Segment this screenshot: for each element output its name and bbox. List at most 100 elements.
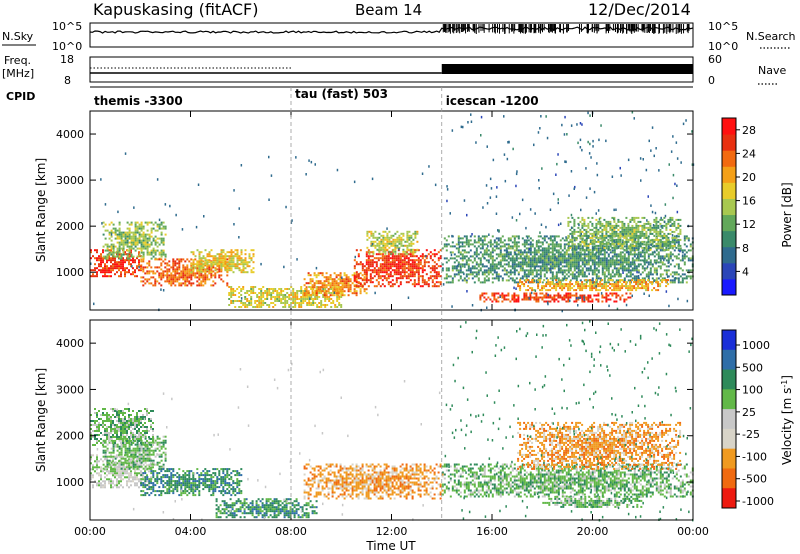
echo-cell [585, 279, 588, 282]
echo-cell [533, 247, 536, 250]
echo-cell [599, 240, 602, 243]
echo-cell [477, 253, 480, 256]
echo-cell [284, 294, 287, 296]
echo-cell [485, 292, 488, 295]
echo-cell [519, 255, 522, 258]
echo-cell [453, 265, 456, 268]
echo-cell [563, 251, 566, 254]
echo-cell [519, 279, 522, 282]
echo-cell [553, 294, 556, 297]
echo-cell [429, 255, 432, 258]
echo-cell [369, 277, 372, 280]
echo-cell [156, 258, 159, 261]
echo-cell [451, 277, 454, 280]
echo-cell [639, 263, 642, 266]
echo-cell [146, 253, 149, 256]
echo-cell [140, 227, 143, 230]
echo-cell [667, 247, 670, 250]
echo-cell [382, 250, 385, 253]
echo-cell [433, 249, 436, 252]
echo-cell [585, 230, 588, 233]
echo-cell [597, 261, 600, 264]
echo-cell [216, 253, 219, 256]
echo-cell [357, 277, 360, 280]
echo-cell [252, 292, 255, 294]
echo-cell [323, 280, 326, 283]
echo-cell [318, 296, 321, 298]
echo-cell [357, 285, 360, 288]
echo-cell [240, 261, 243, 264]
echo-cell [585, 228, 588, 231]
echo-cell [585, 281, 588, 284]
echo-cell [549, 261, 552, 264]
echo-cell [116, 253, 119, 256]
echo-cell [619, 257, 622, 260]
echo-cell [238, 286, 241, 288]
echo-cell [601, 247, 604, 250]
echo-cell [284, 298, 287, 300]
echo-cell [381, 283, 384, 286]
echo-cell [312, 298, 315, 300]
echo-cell [389, 275, 392, 278]
echo-cell [339, 276, 342, 279]
echo-cell [621, 257, 624, 260]
freq-tick-bottom: 8 [64, 74, 71, 87]
echo-cell [158, 266, 161, 269]
echo-cell [347, 284, 350, 287]
echo-cell [142, 251, 145, 254]
echo-cell [587, 234, 590, 237]
echo-cell [605, 245, 608, 248]
echo-cell [411, 283, 414, 286]
echo-cell [601, 285, 604, 288]
echo-cell [601, 273, 604, 276]
echo-cell [475, 247, 478, 250]
echo-cell [613, 275, 616, 278]
echo-cell [499, 275, 502, 278]
echo-cell [389, 271, 392, 274]
echo-cell [381, 257, 384, 260]
echo-cell [507, 243, 510, 246]
nsearch-tick-bottom: 10^0 [708, 40, 738, 53]
echo-cell [509, 257, 512, 260]
echo-cell [601, 279, 604, 282]
echo-cell [457, 237, 460, 240]
echo-cell [218, 268, 221, 271]
echo-cell [389, 285, 392, 288]
echo-cell [579, 253, 582, 256]
echo-cell [577, 234, 580, 237]
echo-cell [142, 260, 145, 263]
echo-cell [549, 259, 552, 262]
echo-cell [367, 279, 370, 282]
echo-cell [613, 249, 616, 252]
echo-cell [218, 259, 221, 262]
echo-cell [431, 281, 434, 284]
echo-cell [511, 245, 514, 248]
echo-cell [162, 270, 165, 273]
echo-cell [421, 271, 424, 274]
echo-cell [649, 273, 652, 276]
echo-cell [537, 245, 540, 248]
echo-cell [557, 235, 560, 238]
echo-cell [631, 232, 634, 235]
echo-cell [571, 259, 574, 262]
echo-cell [517, 241, 520, 244]
echo-cell [282, 306, 285, 308]
echo-cell [515, 241, 518, 244]
echo-cell [545, 271, 548, 274]
echo-cell [683, 261, 686, 264]
echo-cell [479, 298, 482, 301]
echo-cell [631, 246, 634, 249]
echo-cell [188, 268, 191, 271]
echo-cell [647, 277, 650, 280]
echo-cell [493, 265, 496, 268]
echo-cell [535, 292, 538, 295]
echo-cell [615, 271, 618, 274]
echo-cell [603, 287, 606, 290]
echo-cell [188, 280, 191, 283]
echo-cell [230, 300, 233, 302]
echo-cell [539, 257, 542, 260]
echo-cell [144, 235, 147, 238]
echo-cell [537, 300, 540, 303]
echo-cell [216, 261, 219, 264]
echo-cell [421, 253, 424, 256]
